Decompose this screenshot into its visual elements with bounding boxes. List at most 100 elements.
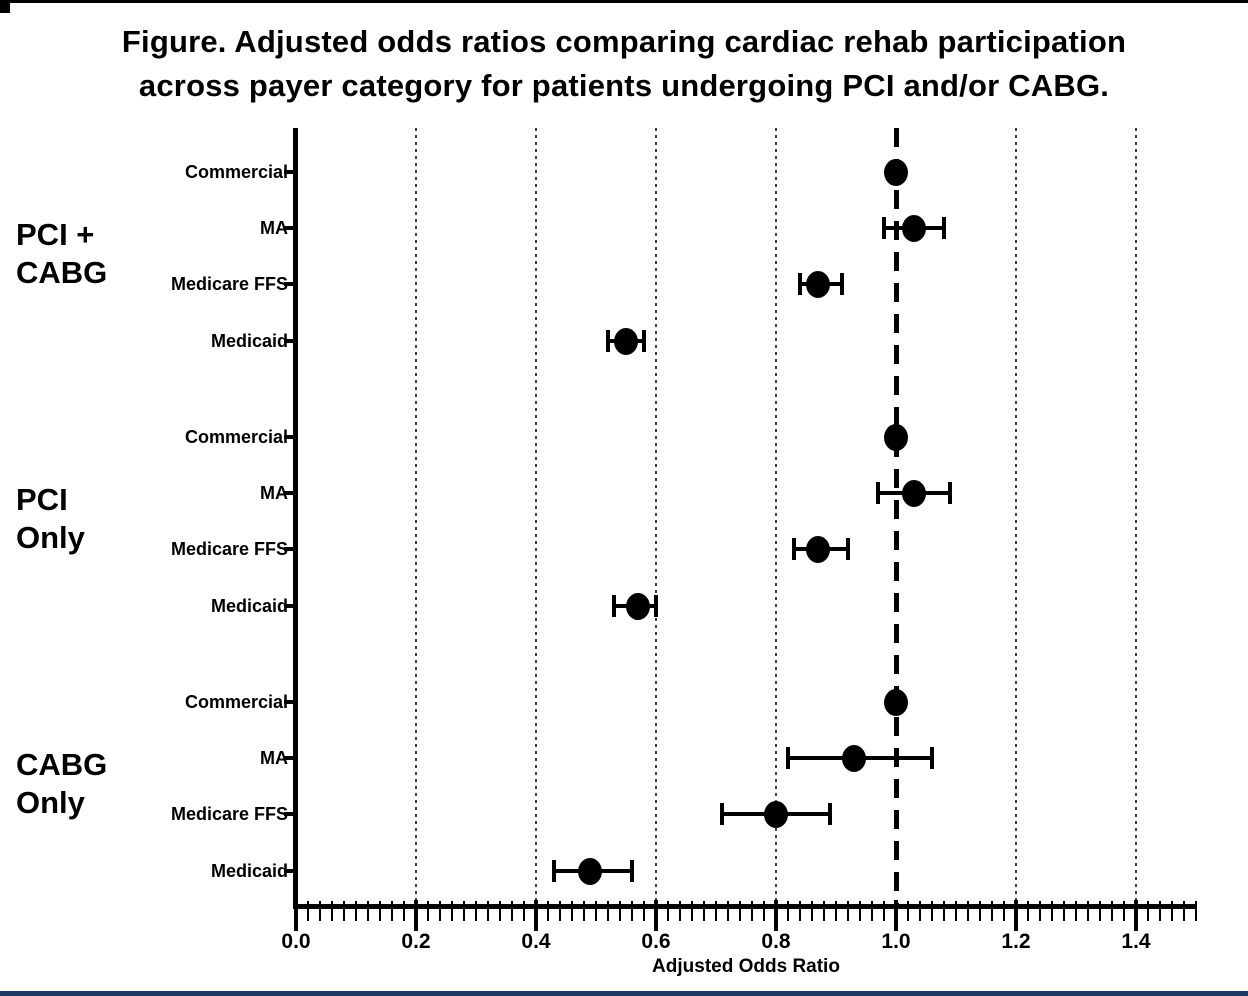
x-minor-tick [427,901,429,921]
group-label-line2: Only [16,785,85,821]
group-label-line1: CABG [16,747,108,783]
x-minor-tick [847,901,849,921]
x-minor-tick [1123,901,1125,921]
ci-cap-right [930,747,934,770]
row-label: Medicaid [210,330,288,351]
x-minor-tick [547,901,549,921]
row-label: Commercial [184,162,288,182]
row-label: Medicare FFS [170,274,288,295]
or-dot [884,424,908,451]
x-minor-tick [1075,901,1077,921]
row-label: Medicaid [210,860,288,881]
x-minor-tick [643,901,645,921]
x-tick-label: 0.4 [521,930,551,953]
or-dot [614,327,638,355]
x-tick-label: 1.2 [1001,930,1031,953]
y-axis-line [293,128,298,909]
row-tick [284,603,294,608]
x-minor-tick [583,901,585,921]
x-minor-tick [1147,901,1149,921]
x-major-tick [1134,900,1138,931]
x-minor-tick [367,901,369,921]
x-minor-tick [751,901,753,921]
x-minor-tick [871,901,873,921]
x-major-tick [654,900,658,931]
x-minor-tick [343,901,345,921]
or-dot [764,801,788,829]
x-minor-tick [355,901,357,921]
ci-cap-right [840,273,844,296]
row-tick [284,338,294,343]
ci-cap-right [948,482,952,505]
x-minor-tick [799,901,801,921]
x-minor-tick [967,901,969,921]
figure-title-line1: Figure. Adjusted odds ratios comparing c… [121,24,1127,59]
x-minor-tick [631,901,633,921]
x-minor-tick [883,901,885,921]
x-tick-label: 0.0 [281,930,311,953]
row-label: Medicare FFS [170,539,288,560]
x-major-tick [534,900,538,931]
plot-gridline [1135,128,1137,904]
x-minor-tick [571,901,573,921]
ci-cap-right [828,803,832,826]
ci-cap-left [612,594,616,617]
row-tick [284,226,294,231]
x-minor-tick [403,901,405,921]
x-minor-tick [499,901,501,921]
x-minor-tick [1087,901,1089,921]
ci-cap-right [642,329,646,352]
x-minor-tick [475,901,477,921]
x-minor-tick [727,901,729,921]
x-minor-tick [307,901,309,921]
x-minor-tick [955,901,957,921]
ci-cap-left [786,747,790,770]
x-major-tick [294,900,298,931]
x-minor-tick [919,901,921,921]
ci-cap-right [630,859,634,882]
x-minor-tick [763,901,765,921]
x-major-tick [774,900,778,931]
or-dot [578,857,602,885]
row-tick [284,700,294,704]
plot-gridline [535,128,537,904]
ci-cap-right [846,538,850,561]
plot-gridline [775,128,777,904]
x-minor-tick [991,901,993,921]
x-major-tick [1014,900,1018,931]
x-minor-tick [319,901,321,921]
figure-title: Figure. Adjusted odds ratios comparing c… [0,20,1248,108]
or-dot [902,480,926,508]
reference-line [894,128,899,904]
x-minor-tick [595,901,597,921]
figure-title-line2: across payer category for patients under… [138,68,1110,103]
x-minor-tick [703,901,705,921]
x-minor-tick [1003,901,1005,921]
ci-cap-right [942,217,946,240]
x-minor-tick [679,901,681,921]
or-dot [806,271,830,299]
x-minor-tick [739,901,741,921]
x-major-tick [414,900,418,931]
x-axis-title: Adjusted Odds Ratio [652,956,840,977]
row-tick [284,491,294,496]
group-label-line2: Only [16,520,85,556]
x-minor-tick [1183,901,1185,921]
plot-gridline [655,128,657,904]
x-minor-tick [487,901,489,921]
row-tick [284,868,294,873]
row-tick [284,756,294,761]
group-label-line1: PCI [16,482,68,518]
row-label: MA [260,748,288,769]
x-axis-line [293,904,1196,909]
x-minor-tick [1171,901,1173,921]
ci-cap-left [798,273,802,296]
ci-cap-left [882,217,886,240]
bottom-accent-bar [0,991,1248,996]
x-minor-tick [691,901,693,921]
row-tick [284,282,294,287]
or-dot [902,215,926,243]
x-minor-tick [451,901,453,921]
x-minor-tick [823,901,825,921]
